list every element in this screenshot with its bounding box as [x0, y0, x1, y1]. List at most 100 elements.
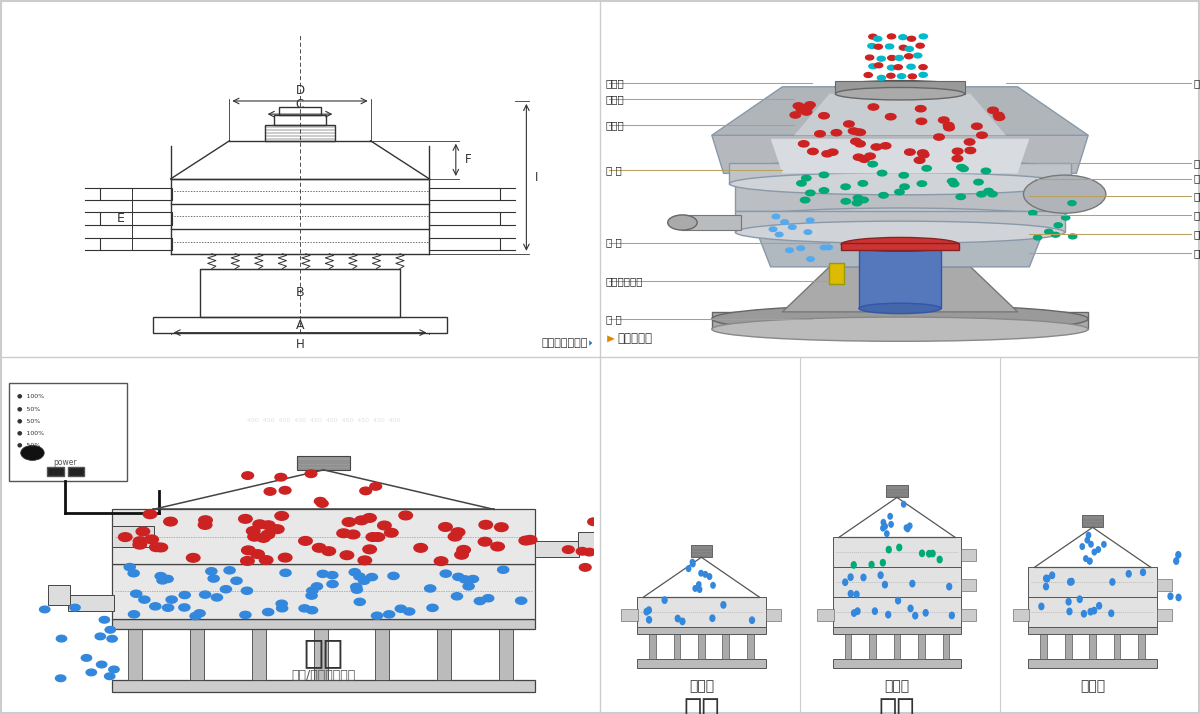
Text: B: B	[295, 286, 305, 299]
Bar	[833, 597, 961, 627]
Circle shape	[691, 561, 695, 567]
Circle shape	[806, 257, 815, 261]
Circle shape	[150, 543, 163, 551]
Bar	[8, 383, 126, 481]
Circle shape	[457, 545, 470, 554]
Circle shape	[1054, 223, 1062, 228]
Circle shape	[937, 556, 942, 563]
Bar	[430, 188, 500, 200]
Polygon shape	[754, 222, 1046, 267]
Circle shape	[905, 149, 916, 155]
Bar	[845, 634, 852, 659]
Ellipse shape	[730, 159, 1070, 183]
Circle shape	[246, 527, 260, 536]
Text: ●  100%: ● 100%	[17, 394, 43, 399]
Circle shape	[322, 547, 336, 555]
Circle shape	[262, 521, 275, 530]
Circle shape	[139, 596, 150, 603]
Circle shape	[124, 563, 136, 570]
Bar	[859, 246, 941, 308]
Ellipse shape	[712, 317, 1088, 341]
Circle shape	[938, 117, 949, 124]
Ellipse shape	[835, 88, 965, 100]
Circle shape	[804, 230, 811, 234]
Circle shape	[859, 197, 869, 203]
Bar	[437, 629, 451, 680]
Circle shape	[973, 179, 983, 185]
Bar	[132, 188, 170, 250]
Circle shape	[1050, 572, 1055, 578]
Circle shape	[949, 181, 959, 187]
Circle shape	[856, 608, 860, 614]
Bar	[649, 634, 656, 659]
Circle shape	[1096, 547, 1100, 553]
Bar	[1040, 634, 1048, 659]
Circle shape	[923, 610, 928, 616]
Ellipse shape	[859, 303, 941, 313]
Circle shape	[1080, 544, 1085, 549]
Circle shape	[943, 122, 954, 129]
Circle shape	[131, 590, 142, 598]
Circle shape	[474, 598, 486, 605]
Text: 颗粒/粉末准确分级: 颗粒/粉末准确分级	[292, 669, 355, 682]
Circle shape	[947, 583, 952, 590]
Circle shape	[362, 545, 377, 553]
Bar	[835, 81, 965, 94]
Circle shape	[686, 566, 691, 571]
Circle shape	[1069, 578, 1074, 585]
Bar	[622, 609, 638, 621]
Circle shape	[872, 608, 877, 614]
Circle shape	[414, 543, 427, 552]
Circle shape	[916, 106, 926, 112]
Bar	[100, 188, 172, 200]
Circle shape	[276, 605, 288, 612]
Circle shape	[798, 141, 809, 147]
Circle shape	[82, 655, 91, 661]
Circle shape	[340, 551, 354, 560]
Circle shape	[898, 74, 906, 79]
Circle shape	[241, 557, 254, 565]
Circle shape	[299, 537, 312, 545]
Circle shape	[820, 188, 829, 193]
Text: 除杂: 除杂	[878, 697, 916, 714]
Circle shape	[895, 598, 900, 604]
Circle shape	[888, 56, 896, 61]
Circle shape	[1084, 555, 1088, 561]
Circle shape	[1044, 575, 1049, 582]
Polygon shape	[736, 174, 1064, 211]
Circle shape	[1081, 610, 1086, 617]
Circle shape	[1176, 594, 1181, 600]
Circle shape	[347, 530, 360, 539]
Bar	[691, 545, 712, 557]
Ellipse shape	[736, 221, 1064, 243]
Circle shape	[781, 220, 788, 224]
Circle shape	[1176, 552, 1181, 558]
Circle shape	[136, 527, 150, 536]
Bar	[1064, 634, 1072, 659]
Circle shape	[827, 149, 838, 155]
Circle shape	[440, 570, 451, 577]
Ellipse shape	[736, 208, 1064, 232]
Circle shape	[805, 190, 815, 196]
Bar	[100, 238, 172, 250]
Bar	[67, 595, 114, 611]
Circle shape	[800, 197, 810, 203]
Circle shape	[299, 605, 310, 612]
Bar	[1157, 579, 1172, 591]
Text: ●  50%: ● 50%	[17, 442, 40, 447]
Circle shape	[1078, 596, 1082, 603]
Polygon shape	[782, 267, 1018, 312]
Bar	[112, 564, 535, 619]
Bar	[298, 456, 350, 470]
Circle shape	[1110, 579, 1115, 585]
Bar	[673, 634, 680, 659]
Circle shape	[815, 131, 826, 137]
Circle shape	[875, 63, 883, 68]
Circle shape	[208, 575, 220, 582]
Circle shape	[793, 103, 804, 109]
Circle shape	[520, 536, 533, 545]
Circle shape	[312, 543, 326, 552]
Circle shape	[680, 618, 685, 625]
Circle shape	[984, 188, 994, 194]
Circle shape	[100, 616, 109, 623]
